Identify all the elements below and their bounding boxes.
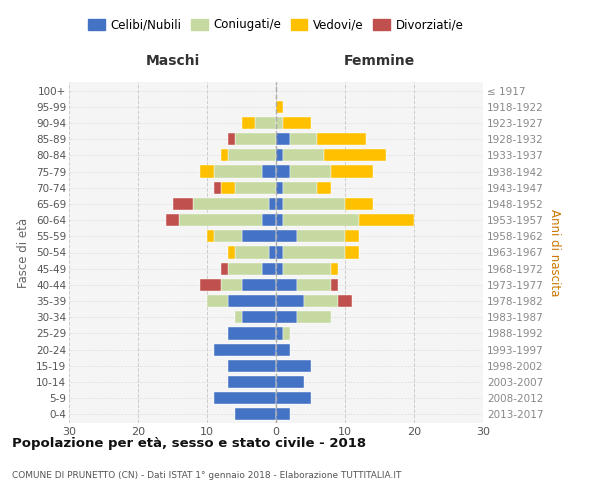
Bar — [235, 311, 241, 324]
Bar — [296, 279, 331, 291]
Bar — [256, 117, 276, 129]
Bar — [296, 311, 331, 324]
Bar — [228, 295, 276, 307]
Bar — [235, 133, 276, 145]
Bar — [166, 214, 179, 226]
Bar — [276, 295, 304, 307]
Bar — [179, 214, 262, 226]
Bar — [262, 166, 276, 177]
Text: Maschi: Maschi — [145, 54, 200, 68]
Bar — [276, 198, 283, 210]
Bar — [241, 117, 256, 129]
Bar — [173, 198, 193, 210]
Bar — [276, 360, 311, 372]
Bar — [276, 408, 290, 420]
Bar — [207, 230, 214, 242]
Bar — [276, 262, 283, 275]
Bar — [276, 279, 296, 291]
Bar — [241, 311, 276, 324]
Bar — [200, 166, 214, 177]
Bar — [283, 150, 324, 162]
Bar — [304, 295, 338, 307]
Bar — [345, 230, 359, 242]
Bar — [276, 166, 290, 177]
Bar — [262, 214, 276, 226]
Bar — [331, 262, 338, 275]
Text: COMUNE DI PRUNETTO (CN) - Dati ISTAT 1° gennaio 2018 - Elaborazione TUTTITALIA.I: COMUNE DI PRUNETTO (CN) - Dati ISTAT 1° … — [12, 471, 401, 480]
Bar — [214, 392, 276, 404]
Bar — [228, 376, 276, 388]
Bar — [283, 246, 345, 258]
Bar — [276, 311, 296, 324]
Bar — [262, 262, 276, 275]
Bar — [317, 182, 331, 194]
Bar — [283, 198, 345, 210]
Bar — [276, 182, 283, 194]
Y-axis label: Anni di nascita: Anni di nascita — [548, 209, 560, 296]
Bar — [235, 182, 276, 194]
Bar — [214, 182, 221, 194]
Bar — [283, 214, 359, 226]
Bar — [241, 230, 276, 242]
Bar — [228, 246, 235, 258]
Bar — [221, 182, 235, 194]
Bar — [276, 344, 290, 355]
Bar — [276, 392, 311, 404]
Bar — [359, 214, 414, 226]
Bar — [228, 133, 235, 145]
Bar — [345, 246, 359, 258]
Bar — [207, 295, 228, 307]
Bar — [221, 279, 241, 291]
Text: Popolazione per età, sesso e stato civile - 2018: Popolazione per età, sesso e stato civil… — [12, 437, 366, 450]
Bar — [269, 246, 276, 258]
Bar — [283, 328, 290, 340]
Bar — [214, 344, 276, 355]
Bar — [276, 117, 283, 129]
Legend: Celibi/Nubili, Coniugati/e, Vedovi/e, Divorziati/e: Celibi/Nubili, Coniugati/e, Vedovi/e, Di… — [83, 14, 469, 36]
Bar — [276, 214, 283, 226]
Bar — [235, 246, 269, 258]
Bar — [296, 230, 345, 242]
Text: Femmine: Femmine — [344, 54, 415, 68]
Bar — [235, 408, 276, 420]
Bar — [276, 246, 283, 258]
Bar — [290, 133, 317, 145]
Bar — [276, 328, 283, 340]
Bar — [221, 262, 228, 275]
Bar — [228, 262, 262, 275]
Bar — [338, 295, 352, 307]
Bar — [276, 376, 304, 388]
Bar — [290, 166, 331, 177]
Bar — [221, 150, 228, 162]
Bar — [325, 150, 386, 162]
Bar — [228, 150, 276, 162]
Bar — [283, 117, 311, 129]
Bar — [276, 150, 283, 162]
Bar — [241, 279, 276, 291]
Bar — [317, 133, 366, 145]
Bar — [228, 360, 276, 372]
Bar — [283, 262, 331, 275]
Bar — [276, 230, 296, 242]
Bar — [200, 279, 221, 291]
Bar — [331, 166, 373, 177]
Bar — [276, 100, 283, 113]
Bar — [269, 198, 276, 210]
Bar — [345, 198, 373, 210]
Bar — [228, 328, 276, 340]
Bar — [276, 133, 290, 145]
Bar — [193, 198, 269, 210]
Bar — [214, 166, 262, 177]
Bar — [283, 182, 317, 194]
Bar — [331, 279, 338, 291]
Bar — [214, 230, 241, 242]
Y-axis label: Fasce di età: Fasce di età — [17, 218, 31, 288]
